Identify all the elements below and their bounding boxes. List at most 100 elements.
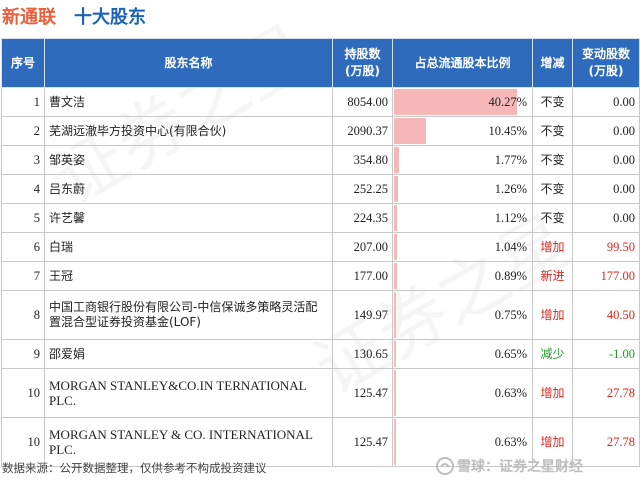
ratio-bar	[394, 263, 397, 289]
title-bar: 新通联 十大股东	[0, 0, 640, 30]
shares-held: 207.00	[332, 232, 393, 262]
shares-held: 2090.37	[332, 116, 393, 146]
shares-held: 149.97	[332, 290, 393, 340]
table-row: 1 曹文洁 8054.00 40.27% 不变 0.00	[1, 87, 640, 117]
ratio-bar	[394, 89, 518, 115]
change-type: 新进	[532, 261, 573, 291]
change-amount: 0.00	[572, 174, 640, 204]
ratio-bar	[394, 370, 396, 416]
table-row: 8 中国工商银行股份有限公司-中信保诚多策略灵活配置混合型证券投资基金(LOF) 1…	[1, 290, 640, 340]
table-body: 1 曹文洁 8054.00 40.27% 不变 0.00 2 芜湖远澈毕方投资中心(有限合伙)…	[1, 87, 640, 467]
change-amount: 177.00	[572, 261, 640, 291]
change-type: 增加	[532, 290, 573, 340]
shares-held: 8054.00	[332, 87, 393, 117]
shareholder-name: 邹英姿	[44, 145, 333, 175]
ratio-cell: 10.45%	[392, 116, 533, 146]
table-header-row: 序号 股东名称 持股数 (万股) 占总流通股本比例 增减 变动股数 (万股)	[1, 38, 640, 88]
ratio-bar	[394, 147, 400, 173]
shareholder-name: 曹文洁	[44, 87, 333, 117]
row-seq: 1	[1, 87, 45, 117]
row-seq: 4	[1, 174, 45, 204]
ratio-cell: 0.63%	[392, 417, 533, 467]
ratio-bar	[394, 205, 398, 231]
ratio-value: 0.65%	[494, 346, 527, 361]
column-header-change-amount: 变动股数 (万股)	[572, 38, 640, 88]
change-amount: 0.00	[572, 116, 640, 146]
row-seq: 5	[1, 203, 45, 233]
change-type: 增加	[532, 232, 573, 262]
ratio-value: 1.26%	[494, 181, 527, 196]
change-amount: 0.00	[572, 203, 640, 233]
ratio-value: 40.27%	[488, 94, 527, 109]
change-amount: -1.00	[572, 339, 640, 369]
row-seq: 10	[1, 417, 45, 467]
shareholder-name: MORGAN STANLEY&CO.IN TERNATIONAL PLC.	[44, 368, 333, 418]
table-row: 10 MORGAN STANLEY & CO. INTERNATIONAL PLC…	[1, 417, 640, 467]
ratio-cell: 40.27%	[392, 87, 533, 117]
page-title: 十大股东	[74, 7, 146, 28]
shareholder-name: MORGAN STANLEY & CO. INTERNATIONAL PLC.	[44, 417, 333, 467]
column-header-seq: 序号	[1, 38, 45, 88]
ratio-value: 0.89%	[494, 268, 527, 283]
table-row: 9 邵爱娟 130.65 0.65% 减少 -1.00	[1, 339, 640, 369]
ratio-cell: 1.12%	[392, 203, 533, 233]
shares-held: 354.80	[332, 145, 393, 175]
table-row: 5 许艺馨 224.35 1.12% 不变 0.00	[1, 203, 640, 233]
ratio-cell: 1.04%	[392, 232, 533, 262]
data-source-note: 数据来源：公开数据整理，仅供参考不构成投资建议	[2, 461, 267, 475]
change-amount: 0.00	[572, 87, 640, 117]
change-type: 不变	[532, 116, 573, 146]
change-amount: 40.50	[572, 290, 640, 340]
ratio-bar	[394, 419, 396, 465]
change-amount: 27.78	[572, 368, 640, 418]
change-amount: 99.50	[572, 232, 640, 262]
ratio-cell: 0.75%	[392, 290, 533, 340]
ratio-cell: 1.77%	[392, 145, 533, 175]
row-seq: 2	[1, 116, 45, 146]
shareholder-name: 许艺馨	[44, 203, 333, 233]
ratio-bar	[394, 292, 397, 338]
ratio-bar	[394, 118, 426, 144]
ratio-value: 1.77%	[494, 152, 527, 167]
change-amount: 0.00	[572, 145, 640, 175]
row-seq: 8	[1, 290, 45, 340]
shareholder-name: 芜湖远澈毕方投资中心(有限合伙)	[44, 116, 333, 146]
shares-held: 177.00	[332, 261, 393, 291]
shares-held: 125.47	[332, 368, 393, 418]
ratio-cell: 0.65%	[392, 339, 533, 369]
ratio-cell: 0.89%	[392, 261, 533, 291]
shares-held: 252.25	[332, 174, 393, 204]
row-seq: 7	[1, 261, 45, 291]
table-row: 4 吕东蔚 252.25 1.26% 不变 0.00	[1, 174, 640, 204]
column-header-change-type: 增减	[532, 38, 573, 88]
ratio-value: 1.04%	[494, 239, 527, 254]
shareholder-table: 序号 股东名称 持股数 (万股) 占总流通股本比例 增减 变动股数 (万股) 1…	[1, 38, 640, 467]
row-seq: 6	[1, 232, 45, 262]
row-seq: 3	[1, 145, 45, 175]
shareholder-name: 白瑞	[44, 232, 333, 262]
table-row: 3 邹英姿 354.80 1.77% 不变 0.00	[1, 145, 640, 175]
ratio-value: 0.63%	[494, 385, 527, 400]
ratio-bar	[394, 234, 398, 260]
column-header-name: 股东名称	[44, 38, 333, 88]
change-type: 不变	[532, 174, 573, 204]
brand-text: 雪球：证券之星财经	[457, 459, 583, 475]
column-header-ratio: 占总流通股本比例	[392, 38, 533, 88]
change-type: 不变	[532, 203, 573, 233]
brand-watermark: 雪球：证券之星财经	[436, 456, 583, 476]
shareholder-name: 吕东蔚	[44, 174, 333, 204]
table-row: 6 白瑞 207.00 1.04% 增加 99.50	[1, 232, 640, 262]
change-type: 不变	[532, 145, 573, 175]
column-header-shares: 持股数 (万股)	[332, 38, 393, 88]
table-row: 10 MORGAN STANLEY&CO.IN TERNATIONAL PLC. 1…	[1, 368, 640, 418]
ratio-bar	[394, 341, 396, 367]
ratio-bar	[394, 176, 398, 202]
table-row: 2 芜湖远澈毕方投资中心(有限合伙) 2090.37 10.45% 不变 0.00	[1, 116, 640, 146]
row-seq: 10	[1, 368, 45, 418]
row-seq: 9	[1, 339, 45, 369]
change-type: 增加	[532, 368, 573, 418]
company-name: 新通联	[2, 7, 56, 28]
ratio-value: 1.12%	[494, 210, 527, 225]
snowball-icon	[436, 457, 454, 475]
shareholder-name: 中国工商银行股份有限公司-中信保诚多策略灵活配置混合型证券投资基金(LOF)	[44, 290, 333, 340]
